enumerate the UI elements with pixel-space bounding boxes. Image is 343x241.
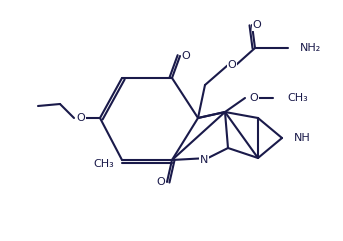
Text: NH₂: NH₂ bbox=[300, 43, 321, 53]
Text: CH₃: CH₃ bbox=[93, 159, 114, 169]
Text: O: O bbox=[249, 93, 258, 103]
Text: O: O bbox=[76, 113, 85, 123]
Text: O: O bbox=[182, 51, 190, 61]
Text: CH₃: CH₃ bbox=[287, 93, 308, 103]
Text: O: O bbox=[253, 20, 261, 30]
Text: N: N bbox=[200, 155, 208, 165]
Text: NH: NH bbox=[294, 133, 311, 143]
Text: O: O bbox=[157, 177, 165, 187]
Text: O: O bbox=[228, 60, 236, 70]
